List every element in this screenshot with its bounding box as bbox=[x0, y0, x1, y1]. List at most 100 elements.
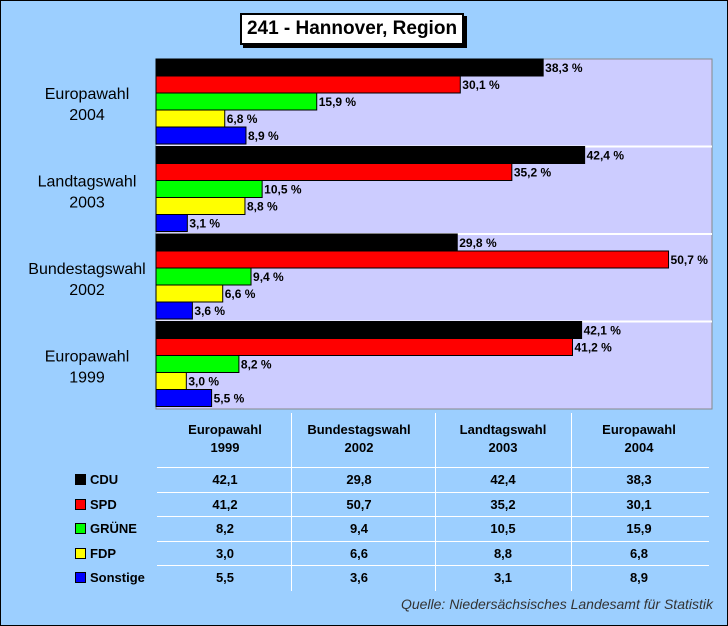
legend-swatch bbox=[75, 498, 86, 510]
bar-spd-1 bbox=[155, 250, 670, 269]
bar-value-label: 35,2 % bbox=[514, 166, 552, 180]
table-cell: 10,5 bbox=[490, 521, 516, 536]
table-cell: 42,4 bbox=[490, 472, 516, 487]
table-cell: 5,5 bbox=[215, 570, 235, 585]
table-cell: 3,6 bbox=[349, 570, 369, 585]
legend-label: Sonstige bbox=[90, 570, 145, 585]
category-label: 1999 bbox=[69, 369, 105, 386]
table-divider bbox=[291, 413, 292, 591]
bar-value-label: 3,0 % bbox=[188, 375, 219, 389]
bar-value-label: 8,2 % bbox=[241, 358, 272, 372]
bar-sonstige-0 bbox=[155, 389, 213, 407]
legend-label: FDP bbox=[90, 545, 116, 561]
table-cell: 8,2 bbox=[215, 521, 235, 536]
column-header-line: 2003 bbox=[488, 440, 518, 455]
column-header: Europawahl 1999 bbox=[158, 421, 292, 457]
bar-sonstige-3 bbox=[155, 126, 247, 145]
table-cell: 30,1 bbox=[626, 496, 652, 512]
column-header-line: 1999 bbox=[210, 440, 240, 455]
column-header-line: Landtagswahl bbox=[459, 422, 547, 437]
bar-cdu-1 bbox=[155, 233, 458, 252]
bar-value-label: 6,8 % bbox=[227, 112, 258, 126]
bar-spd-3 bbox=[155, 75, 461, 94]
bar-fdp-3 bbox=[155, 109, 226, 128]
table-divider bbox=[435, 413, 436, 591]
column-header-line: 2004 bbox=[624, 440, 654, 455]
bar-value-label: 9,4 % bbox=[253, 270, 284, 284]
column-header: Europawahl 2004 bbox=[572, 421, 706, 457]
bar-value-label: 50,7 % bbox=[671, 253, 709, 267]
table-row-divider bbox=[157, 540, 709, 542]
bar-value-label: 29,8 % bbox=[459, 236, 497, 250]
legend-label: SPD bbox=[90, 496, 117, 512]
column-header: Bundestagswahl 2002 bbox=[292, 421, 426, 457]
bar-grüne-3 bbox=[155, 92, 318, 111]
bar-grüne-2 bbox=[155, 180, 263, 198]
legend-swatch bbox=[75, 523, 86, 534]
column-header-line: Europawahl bbox=[188, 422, 262, 437]
table-row-divider bbox=[157, 516, 709, 517]
legend-swatch bbox=[75, 572, 86, 583]
table-row-label: GRÜNE bbox=[75, 521, 137, 536]
bar-spd-0 bbox=[155, 338, 573, 356]
legend-swatch bbox=[75, 474, 86, 485]
table-row-label: Sonstige bbox=[75, 570, 145, 585]
bar-fdp-2 bbox=[155, 197, 246, 215]
category-label: Europawahl bbox=[45, 348, 130, 365]
table-cell: 8,9 bbox=[629, 570, 649, 585]
legend-swatch bbox=[75, 547, 86, 559]
column-header: Landtagswahl 2003 bbox=[436, 421, 570, 457]
category-label: Landtagswahl bbox=[38, 173, 137, 190]
table-row-divider bbox=[157, 491, 709, 493]
bar-value-label: 5,5 % bbox=[214, 392, 245, 406]
bar-value-label: 15,9 % bbox=[319, 95, 357, 109]
table-cell: 6,8 bbox=[629, 545, 649, 561]
legend-label: GRÜNE bbox=[90, 521, 137, 536]
table-row-divider bbox=[157, 467, 709, 468]
table-cell: 6,6 bbox=[349, 545, 369, 561]
bar-value-label: 8,8 % bbox=[247, 200, 278, 214]
table-cell: 8,8 bbox=[493, 545, 513, 561]
bar-sonstige-2 bbox=[155, 214, 188, 232]
table-cell: 42,1 bbox=[212, 472, 238, 487]
table-cell: 50,7 bbox=[346, 496, 372, 512]
category-label: Bundestagswahl bbox=[28, 261, 145, 278]
bar-value-label: 41,2 % bbox=[574, 341, 612, 355]
chart-title: 241 - Hannover, Region bbox=[240, 13, 464, 45]
table-row-divider bbox=[157, 565, 709, 566]
table-row-label: CDU bbox=[75, 472, 118, 487]
table-cell: 9,4 bbox=[349, 521, 369, 536]
table-divider bbox=[571, 413, 572, 591]
bar-fdp-0 bbox=[155, 372, 187, 390]
table-row-label: FDP bbox=[75, 546, 116, 561]
bar-spd-2 bbox=[155, 163, 513, 181]
category-label: Europawahl bbox=[45, 86, 130, 103]
legend-label: CDU bbox=[90, 472, 119, 487]
table-cell: 29,8 bbox=[346, 472, 372, 487]
bar-fdp-1 bbox=[155, 284, 224, 303]
table-cell: 15,9 bbox=[626, 521, 652, 536]
bar-value-label: 42,4 % bbox=[587, 149, 625, 163]
source-note: Quelle: Niedersächsisches Landesamt für … bbox=[400, 596, 713, 612]
category-label: 2002 bbox=[69, 282, 105, 299]
bar-cdu-2 bbox=[155, 146, 586, 164]
table-cell: 3,0 bbox=[215, 545, 235, 561]
bar-chart: 38,3 % 30,1 % 15,9 % 6,8 % 8,9 % 42,4 % 35,2 %… bbox=[28, 58, 713, 410]
bar-value-label: 10,5 % bbox=[264, 183, 302, 197]
bar-value-label: 3,1 % bbox=[189, 217, 220, 231]
table-cell: 35,2 bbox=[490, 496, 516, 512]
bar-grüne-1 bbox=[155, 267, 252, 286]
category-label: 2003 bbox=[69, 194, 105, 211]
bar-cdu-3 bbox=[155, 58, 544, 77]
bar-value-label: 6,6 % bbox=[225, 287, 256, 301]
column-header-line: Bundestagswahl bbox=[307, 422, 411, 437]
bar-grüne-0 bbox=[155, 355, 240, 373]
table-cell: 41,2 bbox=[212, 496, 238, 512]
table-cell: 3,1 bbox=[493, 570, 513, 585]
column-header-line: 2002 bbox=[344, 440, 374, 455]
column-header-line: Europawahl bbox=[602, 422, 676, 437]
bar-value-label: 38,3 % bbox=[545, 61, 583, 75]
bar-value-label: 8,9 % bbox=[248, 129, 279, 143]
bar-value-label: 3,6 % bbox=[194, 304, 225, 318]
